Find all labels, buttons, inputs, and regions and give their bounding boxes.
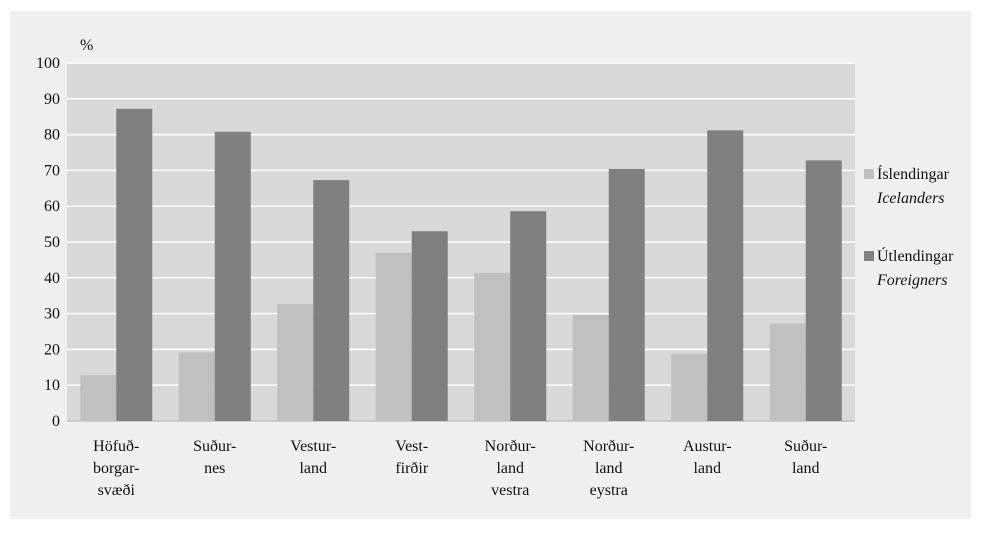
y-tick-label: 50 xyxy=(44,234,60,251)
y-tick-label: 80 xyxy=(44,127,60,144)
x-category-label: Höfuð- xyxy=(93,438,139,455)
y-tick-label: 30 xyxy=(44,306,60,323)
x-category-label: Vestur- xyxy=(290,438,336,455)
x-category-label: nes xyxy=(204,460,225,477)
bar-icelanders xyxy=(572,315,609,421)
grid-lines xyxy=(67,62,855,422)
x-category-label: vestra xyxy=(491,482,529,499)
bar-foreigners xyxy=(707,130,744,421)
bar-foreigners xyxy=(313,180,350,421)
y-tick-label: 40 xyxy=(44,270,60,287)
x-category-label: Suður- xyxy=(784,438,827,455)
bar-icelanders xyxy=(375,252,412,421)
y-tick-label: 10 xyxy=(44,377,60,394)
x-category-label: firðir xyxy=(395,460,429,477)
bar-chart: 0 10 20 30 40 50 60 70 80 90 100 % Höfuð-borgar-sv… xyxy=(36,37,954,499)
x-category-label: land xyxy=(299,460,327,477)
legend-label-english: Icelanders xyxy=(876,190,945,207)
y-tick-label: 0 xyxy=(52,413,60,430)
x-category-label: land xyxy=(595,460,623,477)
bar-foreigners xyxy=(510,211,547,421)
bar-icelanders xyxy=(80,375,117,421)
bar-icelanders xyxy=(277,303,314,421)
bar-foreigners xyxy=(116,108,153,421)
y-axis-ticks: 0 10 20 30 40 50 60 70 80 90 100 xyxy=(36,55,60,430)
bar-icelanders xyxy=(178,352,215,421)
y-tick-label: 70 xyxy=(44,162,60,179)
x-category-label: borgar- xyxy=(93,460,139,477)
legend-label: Útlendingar xyxy=(877,246,954,265)
x-category-label: Austur- xyxy=(683,438,732,455)
y-tick-label: 90 xyxy=(44,91,60,108)
legend-label: Íslendingar xyxy=(877,164,950,183)
bar-icelanders xyxy=(474,272,511,421)
x-category-label: Norður- xyxy=(485,438,536,455)
legend-swatch xyxy=(864,169,874,179)
x-category-label: Norður- xyxy=(583,438,634,455)
bar-foreigners xyxy=(608,168,645,421)
bar-icelanders xyxy=(769,323,806,421)
bar-foreigners xyxy=(805,160,842,421)
x-category-label: land xyxy=(792,460,820,477)
y-tick-label: 60 xyxy=(44,198,60,215)
y-tick-label: 100 xyxy=(36,55,60,72)
bar-icelanders xyxy=(671,353,708,421)
bars xyxy=(80,108,842,421)
y-tick-label: 20 xyxy=(44,341,60,358)
legend-label-english: Foreigners xyxy=(876,272,948,289)
x-category-label: Suður- xyxy=(193,438,236,455)
bar-foreigners xyxy=(214,131,251,421)
x-category-label: eystra xyxy=(590,482,628,499)
x-category-label: land xyxy=(496,460,524,477)
legend-swatch xyxy=(864,251,874,261)
x-category-label: land xyxy=(693,460,721,477)
x-axis-categories: Höfuð-borgar-svæði Suður-nes Vestur-land Ve… xyxy=(93,438,827,499)
bar-foreigners xyxy=(411,231,448,421)
x-category-label: Vest- xyxy=(395,438,428,455)
x-category-label: svæði xyxy=(98,482,136,499)
y-unit-label: % xyxy=(80,37,93,54)
legend: Íslendingar Icelanders Útlendingar Foreigne… xyxy=(864,164,954,289)
chart-frame: 0 10 20 30 40 50 60 70 80 90 100 % Höfuð-borgar-sv… xyxy=(10,11,971,519)
